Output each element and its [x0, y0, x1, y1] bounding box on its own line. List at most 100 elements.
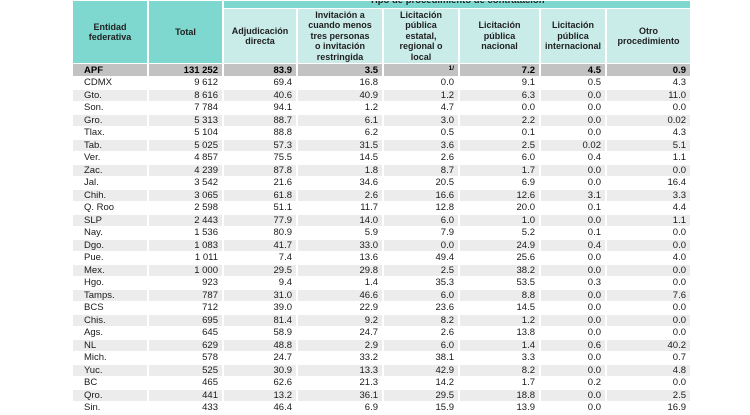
entity-cell: Pue. [73, 252, 147, 264]
value-cell: 13.2 [224, 389, 296, 401]
value-cell: 0.02 [541, 139, 605, 151]
entity-cell: NL [73, 339, 147, 351]
total-cell: 433 [149, 402, 222, 414]
value-cell: 0.5 [541, 77, 605, 89]
entity-cell: Hgo. [73, 277, 147, 289]
total-cell: 465 [149, 377, 222, 389]
table-row: Pue. 1 011 7.4 13.6 49.4 25.6 0.0 4.0 [73, 252, 690, 264]
value-cell: 20.0 [460, 202, 539, 214]
table-row: Tamps. 787 31.0 46.6 6.0 8.8 0.0 7.6 [73, 289, 690, 301]
total-cell: 2 443 [149, 214, 222, 226]
total-cell: 1 000 [149, 264, 222, 276]
value-cell: 0.0 [607, 314, 690, 326]
value-cell: 22.9 [298, 302, 382, 314]
value-cell: 7.9 [384, 227, 458, 239]
value-cell: 1.8 [298, 164, 382, 176]
value-cell: 7.4 [224, 252, 296, 264]
value-cell: 2.5 [607, 389, 690, 401]
value-cell: 6.9 [460, 177, 539, 189]
value-cell: 29.5 [384, 389, 458, 401]
entity-cell: Gro. [73, 114, 147, 126]
value-cell: 29.5 [224, 264, 296, 276]
value-cell: 1.1 [607, 152, 690, 164]
value-cell: 6.0 [460, 152, 539, 164]
value-cell: 88.7 [224, 114, 296, 126]
column-header-label: Total [175, 27, 196, 37]
value-cell: 6.3 [460, 89, 539, 101]
table-row: Mex. 1 000 29.5 29.8 2.5 38.2 0.0 0.0 [73, 264, 690, 276]
entity-cell: Ags. [73, 327, 147, 339]
value-cell: 94.1 [224, 102, 296, 114]
entity-cell: SLP [73, 214, 147, 226]
entity-cell: Tab. [73, 139, 147, 151]
value-cell: 51.1 [224, 202, 296, 214]
value-cell: 6.0 [384, 289, 458, 301]
value-cell: 33.2 [298, 352, 382, 364]
value-cell: 4.8 [607, 364, 690, 376]
value-cell: 0.4 [541, 152, 605, 164]
value-cell: 0.0 [541, 314, 605, 326]
value-cell: 0.9 [607, 64, 690, 76]
value-cell: 1.1 [607, 214, 690, 226]
entity-cell: Tlax. [73, 127, 147, 139]
value-cell: 0.0 [541, 214, 605, 226]
entity-cell: Yuc. [73, 364, 147, 376]
value-cell: 46.4 [224, 402, 296, 414]
value-cell: 1/ [384, 64, 458, 76]
group-header-cell: Tipo de procedimiento de contratación [224, 1, 690, 8]
value-cell: 0.0 [607, 102, 690, 114]
value-cell: 33.0 [298, 239, 382, 251]
table-row: Tlax. 5 104 88.8 6.2 0.5 0.1 0.0 4.3 [73, 127, 690, 139]
entity-cell: Mex. [73, 264, 147, 276]
table-row: Sin. 433 46.4 6.9 15.9 13.9 0.0 16.9 [73, 402, 690, 414]
value-cell: 5.2 [460, 227, 539, 239]
value-cell: 48.8 [224, 339, 296, 351]
column-header-entidad-federativa: Entidad federativa [73, 1, 147, 63]
value-cell: 4.5 [541, 64, 605, 76]
value-cell: 0.0 [541, 402, 605, 414]
value-cell: 0.0 [541, 102, 605, 114]
table-row: Ags. 645 58.9 24.7 2.6 13.8 0.0 0.0 [73, 327, 690, 339]
value-cell: 77.9 [224, 214, 296, 226]
total-cell: 787 [149, 289, 222, 301]
entity-cell: Son. [73, 102, 147, 114]
value-cell: 1.7 [460, 377, 539, 389]
table-body: APF 131 252 83.9 3.5 1/7.2 4.5 0.9 CDMX 9 612 69.… [73, 64, 690, 414]
entity-cell: APF [73, 64, 147, 76]
value-cell: 81.4 [224, 314, 296, 326]
value-cell: 80.9 [224, 227, 296, 239]
value-cell: 1.2 [460, 314, 539, 326]
value-cell: 3.0 [384, 114, 458, 126]
summary-row: APF 131 252 83.9 3.5 1/7.2 4.5 0.9 [73, 64, 690, 76]
entity-cell: Dgo. [73, 239, 147, 251]
table-row: NL 629 48.8 2.9 6.0 1.4 0.6 40.2 [73, 339, 690, 351]
value-cell: 13.8 [460, 327, 539, 339]
column-header-label: Entidad federativa [88, 22, 132, 42]
table-row: BC 465 62.6 21.3 14.2 1.7 0.2 0.0 [73, 377, 690, 389]
table-header: Entidad federativa Total Tipo de procedi… [73, 1, 690, 63]
value-cell: 18.8 [460, 389, 539, 401]
total-cell: 645 [149, 327, 222, 339]
entity-cell: Qro. [73, 389, 147, 401]
value-cell: 0.0 [541, 114, 605, 126]
value-cell: 4.3 [607, 127, 690, 139]
total-cell: 4 239 [149, 164, 222, 176]
value-cell: 83.9 [224, 64, 296, 76]
value-cell: 9.2 [298, 314, 382, 326]
total-cell: 5 025 [149, 139, 222, 151]
value-cell: 53.5 [460, 277, 539, 289]
entity-cell: Zac. [73, 164, 147, 176]
entity-cell: CDMX [73, 77, 147, 89]
value-cell: 6.1 [298, 114, 382, 126]
entity-cell: BC [73, 377, 147, 389]
column-header-row: Adjudicación directa Invitación a cuando… [73, 9, 690, 63]
value-cell: 0.02 [607, 114, 690, 126]
table-row: Gto. 8 616 40.6 40.9 1.2 6.3 0.0 11.0 [73, 89, 690, 101]
column-header-label: Otro procedimiento [617, 25, 680, 47]
value-cell: 7.2 [460, 64, 539, 76]
value-cell: 3.3 [460, 352, 539, 364]
column-header-label: Invitación a cuando menos tres personas … [308, 9, 372, 62]
value-cell: 0.0 [384, 239, 458, 251]
table-row: BCS 712 39.0 22.9 23.6 14.5 0.0 0.0 [73, 302, 690, 314]
value-cell: 40.6 [224, 89, 296, 101]
